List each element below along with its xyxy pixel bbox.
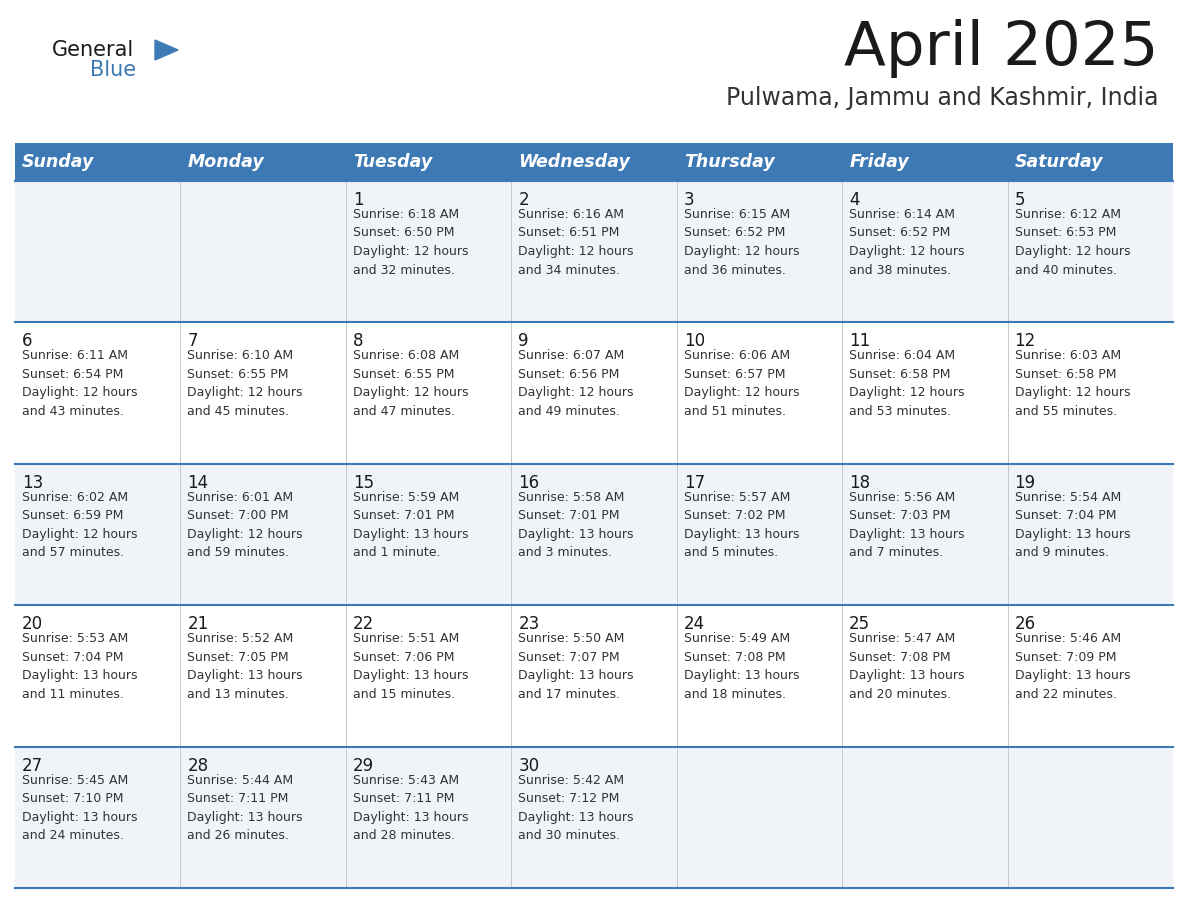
Text: April 2025: April 2025: [843, 18, 1158, 77]
Text: 13: 13: [23, 474, 43, 492]
Text: Sunrise: 6:10 AM
Sunset: 6:55 PM
Daylight: 12 hours
and 45 minutes.: Sunrise: 6:10 AM Sunset: 6:55 PM Dayligh…: [188, 350, 303, 418]
Text: 1: 1: [353, 191, 364, 209]
Text: 10: 10: [684, 332, 704, 351]
Bar: [15, 322, 1173, 464]
Text: Sunrise: 5:44 AM
Sunset: 7:11 PM
Daylight: 13 hours
and 26 minutes.: Sunrise: 5:44 AM Sunset: 7:11 PM Dayligh…: [188, 774, 303, 842]
Text: 6: 6: [23, 332, 32, 351]
Text: Wednesday: Wednesday: [518, 153, 630, 171]
Text: Sunrise: 6:08 AM
Sunset: 6:55 PM
Daylight: 12 hours
and 47 minutes.: Sunrise: 6:08 AM Sunset: 6:55 PM Dayligh…: [353, 350, 468, 418]
Text: 2: 2: [518, 191, 529, 209]
Text: Sunrise: 6:03 AM
Sunset: 6:58 PM
Daylight: 12 hours
and 55 minutes.: Sunrise: 6:03 AM Sunset: 6:58 PM Dayligh…: [1015, 350, 1130, 418]
Bar: [346, 143, 511, 181]
Text: Sunrise: 5:56 AM
Sunset: 7:03 PM
Daylight: 13 hours
and 7 minutes.: Sunrise: 5:56 AM Sunset: 7:03 PM Dayligh…: [849, 491, 965, 559]
Text: Sunrise: 5:53 AM
Sunset: 7:04 PM
Daylight: 13 hours
and 11 minutes.: Sunrise: 5:53 AM Sunset: 7:04 PM Dayligh…: [23, 633, 138, 700]
Text: 23: 23: [518, 615, 539, 633]
Text: 20: 20: [23, 615, 43, 633]
Text: 19: 19: [1015, 474, 1036, 492]
Text: 17: 17: [684, 474, 704, 492]
Text: 14: 14: [188, 474, 209, 492]
Text: Sunrise: 5:54 AM
Sunset: 7:04 PM
Daylight: 13 hours
and 9 minutes.: Sunrise: 5:54 AM Sunset: 7:04 PM Dayligh…: [1015, 491, 1130, 559]
Text: Sunrise: 5:57 AM
Sunset: 7:02 PM
Daylight: 13 hours
and 5 minutes.: Sunrise: 5:57 AM Sunset: 7:02 PM Dayligh…: [684, 491, 800, 559]
Bar: [842, 143, 1007, 181]
Text: Sunrise: 6:06 AM
Sunset: 6:57 PM
Daylight: 12 hours
and 51 minutes.: Sunrise: 6:06 AM Sunset: 6:57 PM Dayligh…: [684, 350, 800, 418]
Text: Sunrise: 6:02 AM
Sunset: 6:59 PM
Daylight: 12 hours
and 57 minutes.: Sunrise: 6:02 AM Sunset: 6:59 PM Dayligh…: [23, 491, 138, 559]
Text: Pulwama, Jammu and Kashmir, India: Pulwama, Jammu and Kashmir, India: [726, 86, 1158, 110]
Text: Sunrise: 5:51 AM
Sunset: 7:06 PM
Daylight: 13 hours
and 15 minutes.: Sunrise: 5:51 AM Sunset: 7:06 PM Dayligh…: [353, 633, 468, 700]
Bar: [15, 464, 1173, 605]
Text: 4: 4: [849, 191, 860, 209]
Bar: [677, 143, 842, 181]
Bar: [1007, 143, 1173, 181]
Bar: [15, 605, 1173, 746]
Bar: [181, 143, 346, 181]
Text: 27: 27: [23, 756, 43, 775]
Text: Sunrise: 6:16 AM
Sunset: 6:51 PM
Daylight: 12 hours
and 34 minutes.: Sunrise: 6:16 AM Sunset: 6:51 PM Dayligh…: [518, 208, 633, 276]
Text: Tuesday: Tuesday: [353, 153, 432, 171]
Text: Sunrise: 5:47 AM
Sunset: 7:08 PM
Daylight: 13 hours
and 20 minutes.: Sunrise: 5:47 AM Sunset: 7:08 PM Dayligh…: [849, 633, 965, 700]
Bar: [15, 181, 1173, 322]
Text: Sunrise: 6:11 AM
Sunset: 6:54 PM
Daylight: 12 hours
and 43 minutes.: Sunrise: 6:11 AM Sunset: 6:54 PM Dayligh…: [23, 350, 138, 418]
Text: Sunrise: 5:43 AM
Sunset: 7:11 PM
Daylight: 13 hours
and 28 minutes.: Sunrise: 5:43 AM Sunset: 7:11 PM Dayligh…: [353, 774, 468, 842]
Text: 26: 26: [1015, 615, 1036, 633]
Text: Sunrise: 6:18 AM
Sunset: 6:50 PM
Daylight: 12 hours
and 32 minutes.: Sunrise: 6:18 AM Sunset: 6:50 PM Dayligh…: [353, 208, 468, 276]
Text: Sunrise: 5:59 AM
Sunset: 7:01 PM
Daylight: 13 hours
and 1 minute.: Sunrise: 5:59 AM Sunset: 7:01 PM Dayligh…: [353, 491, 468, 559]
Text: Friday: Friday: [849, 153, 909, 171]
Text: Sunrise: 6:12 AM
Sunset: 6:53 PM
Daylight: 12 hours
and 40 minutes.: Sunrise: 6:12 AM Sunset: 6:53 PM Dayligh…: [1015, 208, 1130, 276]
Text: Sunrise: 5:46 AM
Sunset: 7:09 PM
Daylight: 13 hours
and 22 minutes.: Sunrise: 5:46 AM Sunset: 7:09 PM Dayligh…: [1015, 633, 1130, 700]
Text: Sunrise: 6:07 AM
Sunset: 6:56 PM
Daylight: 12 hours
and 49 minutes.: Sunrise: 6:07 AM Sunset: 6:56 PM Dayligh…: [518, 350, 633, 418]
Text: Sunrise: 5:52 AM
Sunset: 7:05 PM
Daylight: 13 hours
and 13 minutes.: Sunrise: 5:52 AM Sunset: 7:05 PM Dayligh…: [188, 633, 303, 700]
Text: 3: 3: [684, 191, 694, 209]
Text: 18: 18: [849, 474, 871, 492]
Text: Sunday: Sunday: [23, 153, 94, 171]
Text: Sunrise: 5:58 AM
Sunset: 7:01 PM
Daylight: 13 hours
and 3 minutes.: Sunrise: 5:58 AM Sunset: 7:01 PM Dayligh…: [518, 491, 633, 559]
Text: 12: 12: [1015, 332, 1036, 351]
Text: Sunrise: 5:50 AM
Sunset: 7:07 PM
Daylight: 13 hours
and 17 minutes.: Sunrise: 5:50 AM Sunset: 7:07 PM Dayligh…: [518, 633, 633, 700]
Text: Sunrise: 6:01 AM
Sunset: 7:00 PM
Daylight: 12 hours
and 59 minutes.: Sunrise: 6:01 AM Sunset: 7:00 PM Dayligh…: [188, 491, 303, 559]
Text: 29: 29: [353, 756, 374, 775]
Text: Sunrise: 6:15 AM
Sunset: 6:52 PM
Daylight: 12 hours
and 36 minutes.: Sunrise: 6:15 AM Sunset: 6:52 PM Dayligh…: [684, 208, 800, 276]
Text: 11: 11: [849, 332, 871, 351]
Bar: [15, 746, 1173, 888]
Text: 5: 5: [1015, 191, 1025, 209]
Text: 21: 21: [188, 615, 209, 633]
Text: 28: 28: [188, 756, 209, 775]
Text: Sunrise: 5:45 AM
Sunset: 7:10 PM
Daylight: 13 hours
and 24 minutes.: Sunrise: 5:45 AM Sunset: 7:10 PM Dayligh…: [23, 774, 138, 842]
Text: General: General: [52, 40, 134, 60]
Text: 9: 9: [518, 332, 529, 351]
Bar: [15, 143, 181, 181]
Text: 16: 16: [518, 474, 539, 492]
Text: Sunrise: 6:04 AM
Sunset: 6:58 PM
Daylight: 12 hours
and 53 minutes.: Sunrise: 6:04 AM Sunset: 6:58 PM Dayligh…: [849, 350, 965, 418]
Text: 15: 15: [353, 474, 374, 492]
Text: 24: 24: [684, 615, 704, 633]
Polygon shape: [154, 40, 178, 60]
Text: Blue: Blue: [90, 60, 137, 80]
Text: Thursday: Thursday: [684, 153, 775, 171]
Text: 8: 8: [353, 332, 364, 351]
Text: Sunrise: 5:42 AM
Sunset: 7:12 PM
Daylight: 13 hours
and 30 minutes.: Sunrise: 5:42 AM Sunset: 7:12 PM Dayligh…: [518, 774, 633, 842]
Text: 7: 7: [188, 332, 198, 351]
Bar: [511, 143, 677, 181]
Text: Saturday: Saturday: [1015, 153, 1104, 171]
Text: 30: 30: [518, 756, 539, 775]
Text: Monday: Monday: [188, 153, 264, 171]
Text: Sunrise: 5:49 AM
Sunset: 7:08 PM
Daylight: 13 hours
and 18 minutes.: Sunrise: 5:49 AM Sunset: 7:08 PM Dayligh…: [684, 633, 800, 700]
Text: Sunrise: 6:14 AM
Sunset: 6:52 PM
Daylight: 12 hours
and 38 minutes.: Sunrise: 6:14 AM Sunset: 6:52 PM Dayligh…: [849, 208, 965, 276]
Text: 22: 22: [353, 615, 374, 633]
Text: 25: 25: [849, 615, 871, 633]
